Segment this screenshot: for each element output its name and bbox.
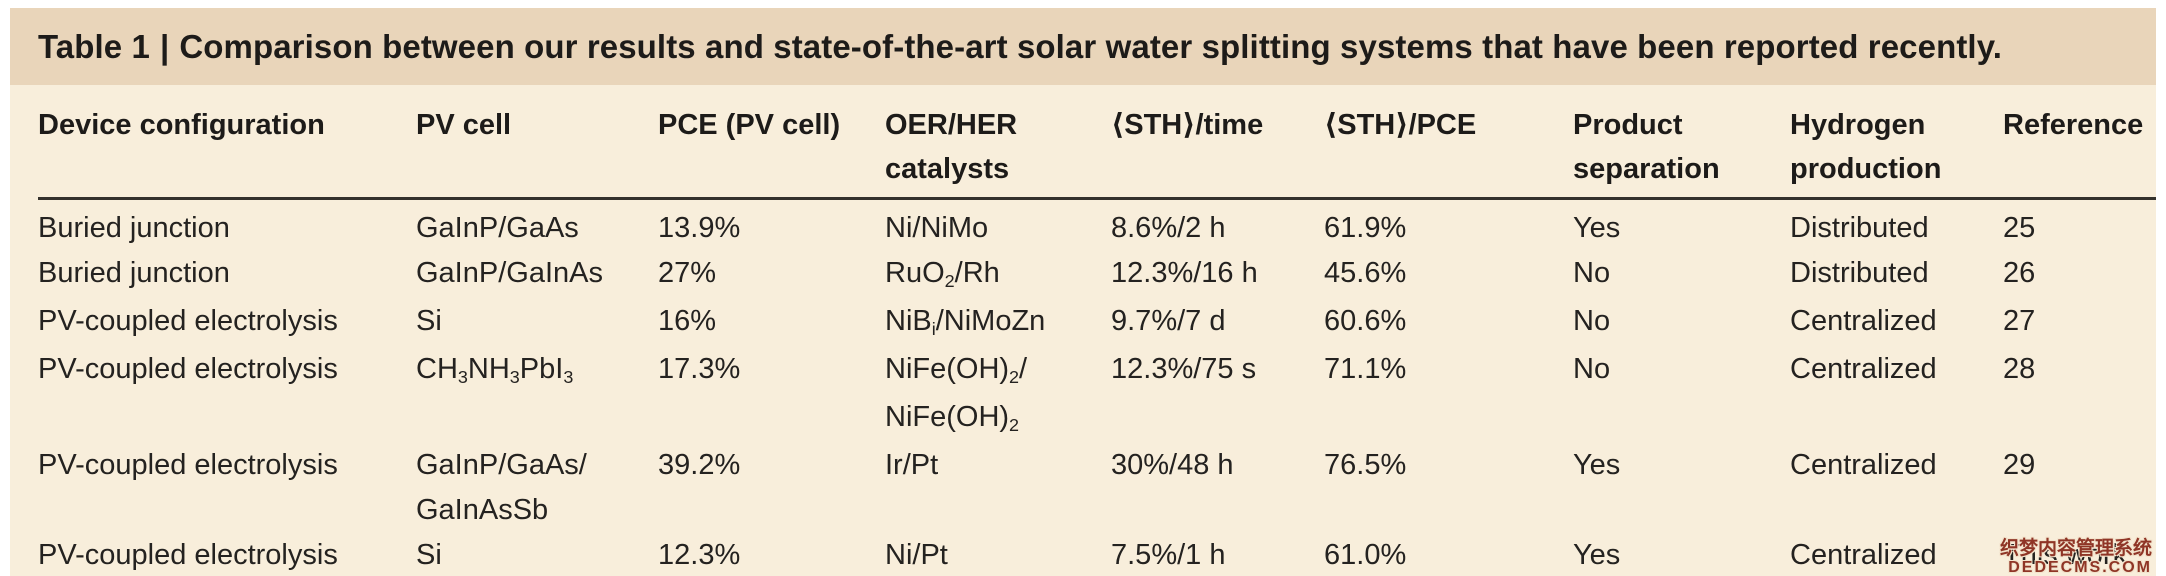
table-row: Buried junction GaInP/GaInAs 27% RuO2/Rh 12.… [38,251,2156,299]
cell: GaInP/GaInAs [416,257,603,289]
cell: 26 [2003,257,2036,289]
table-row: PV-coupled electrolysis Si 16% NiBi/NiMoZn 9… [38,299,2156,347]
column-header: PV cell [416,85,658,200]
column-header: Device configuration [38,85,416,200]
cell: Si [416,539,442,571]
cell: 61.0% [1324,539,1407,571]
cell: 61.9% [1324,212,1407,244]
cell: 16% [658,305,717,337]
cell: 27 [2003,305,2036,337]
table-row: Buried junction GaInP/GaAs 13.9% Ni/NiMo 8.6… [38,199,2156,252]
cell: No [1573,353,1611,385]
cell: Buried junction [38,257,230,289]
cell: Ir/Pt [885,449,939,481]
cell: 13.9% [658,212,741,244]
cell: PV-coupled electrolysis [38,353,338,385]
table-row: PV-coupled electrolysis CH3NH3PbI3 17.3% Ni… [38,347,2156,443]
cell: 45.6% [1324,257,1407,289]
cell: 25 [2003,212,2036,244]
cell: Yes [1573,449,1621,481]
cell: RuO2/Rh [885,257,1000,292]
cell: 7.5%/1 h [1111,539,1226,571]
watermark-cjk-text: 织梦内容管理系统 [1999,538,2152,559]
cell: 39.2% [658,449,741,481]
cell: GaInP/GaAs/GaInAsSb [416,449,587,526]
column-header: Product separation [1573,85,1790,200]
cell: 17.3% [658,353,741,385]
cell: 30%/48 h [1111,449,1234,481]
cell: CH3NH3PbI3 [416,353,574,388]
watermark-domain-text: DEDECMS.COM [2008,559,2152,576]
table-title-separator: | [159,27,170,65]
cell: Si [416,305,442,337]
cell: Ni/NiMo [885,212,989,244]
table-card: Table 1 | Comparison between our results a… [10,8,2156,576]
cell: Centralized [1790,305,1937,337]
table-title-band: Table 1 | Comparison between our results a… [10,8,2156,85]
cell: 9.7%/7 d [1111,305,1226,337]
column-header: ⟨STH⟩/PCE [1324,85,1573,200]
column-header: Hydrogen production [1790,85,2003,200]
table-row: PV-coupled electrolysis Si 12.3% Ni/Pt 7.5%/… [38,533,2156,576]
table-title-label: Table 1 [38,27,150,65]
cell: Ni/Pt [885,539,948,571]
cell: PV-coupled electrolysis [38,539,338,571]
table-row: PV-coupled electrolysis GaInP/GaAs/GaInAs… [38,443,2156,533]
cell: 12.3% [658,539,741,571]
cell: Buried junction [38,212,230,244]
cell: PV-coupled electrolysis [38,305,338,337]
cell: Yes [1573,539,1621,571]
column-header: PCE (PV cell) [658,85,885,200]
comparison-table: Device configuration PV cell PCE (PV cell)… [38,85,2156,576]
cell: Centralized [1790,449,1937,481]
cell: 76.5% [1324,449,1407,481]
cell: 8.6%/2 h [1111,212,1226,244]
cell: NiBi/NiMoZn [885,305,1046,340]
cell: 60.6% [1324,305,1407,337]
header-row: Device configuration PV cell PCE (PV cell)… [38,85,2156,200]
cell: 12.3%/75 s [1111,353,1257,385]
table-body-area: Device configuration PV cell PCE (PV cell)… [10,85,2156,576]
table-title-caption: Comparison between our results and state… [179,27,2002,65]
table-title: Table 1 | Comparison between our results a… [38,28,2002,66]
cell: No [1573,305,1611,337]
cell: 71.1% [1324,353,1407,385]
table-rows: Buried junction GaInP/GaAs 13.9% Ni/NiMo 8.6… [38,199,2156,576]
column-header: ⟨STH⟩/time [1111,85,1324,200]
column-header: Reference [2003,85,2156,200]
column-header: OER/HER catalysts [885,85,1111,200]
cell: 27% [658,257,717,289]
cell: Distributed [1790,257,1929,289]
cell: NiFe(OH)2/NiFe(OH)2 [885,353,1028,436]
cell: 12.3%/16 h [1111,257,1258,289]
cell: Centralized [1790,353,1937,385]
cell: GaInP/GaAs [416,212,579,244]
cell: 28 [2003,353,2036,385]
cell: This work [2003,539,2128,571]
cell: Yes [1573,212,1621,244]
watermark: 织梦内容管理系统 DEDECMS.COM [2000,539,2152,576]
cell: 29 [2003,449,2036,481]
cell: No [1573,257,1611,289]
cell: Distributed [1790,212,1929,244]
cell: Centralized [1790,539,1937,571]
cell: PV-coupled electrolysis [38,449,338,481]
